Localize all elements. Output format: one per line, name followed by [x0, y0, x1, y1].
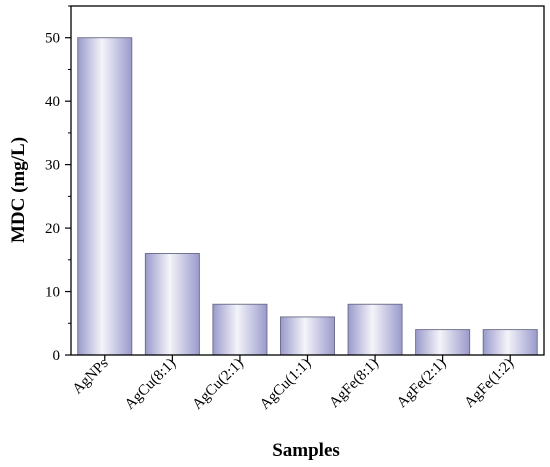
bar [280, 316, 335, 356]
x-tick-label: AgCu(8:1) [122, 356, 179, 413]
x-tick-label: AgCu(1:1) [257, 356, 314, 413]
x-tick-label: AgFe(1:2) [462, 356, 518, 412]
y-tick-label: 40 [45, 94, 60, 110]
y-tick-label: 20 [45, 221, 60, 237]
x-tick-label: AgFe(8:1) [326, 356, 382, 412]
bar [144, 253, 200, 356]
x-axis-title: Samples [272, 440, 340, 461]
bar [212, 303, 268, 356]
y-axis: 0 10 20 30 40 50 [45, 5, 71, 364]
plot-frame [70, 5, 545, 356]
y-tick-label: 10 [45, 285, 60, 301]
y-tick-label: 30 [45, 158, 60, 174]
y-axis-title: MDC (mg/L) [8, 137, 29, 243]
bar [415, 329, 471, 356]
x-tick-label: AgCu(2:1) [189, 356, 246, 413]
bar [347, 303, 403, 356]
bar [482, 329, 538, 356]
x-axis: AgNPs AgCu(8:1) AgCu(2:1) AgCu(1:1) AgFe(8:1… [70, 355, 517, 413]
plot-border [70, 5, 545, 356]
y-tick-label: 0 [53, 348, 61, 364]
bar [77, 37, 133, 356]
bars-group [77, 37, 538, 356]
y-tick-label: 50 [45, 31, 60, 47]
x-tick-label: AgNPs [70, 355, 112, 397]
x-tick-label: AgFe(2:1) [394, 356, 450, 412]
